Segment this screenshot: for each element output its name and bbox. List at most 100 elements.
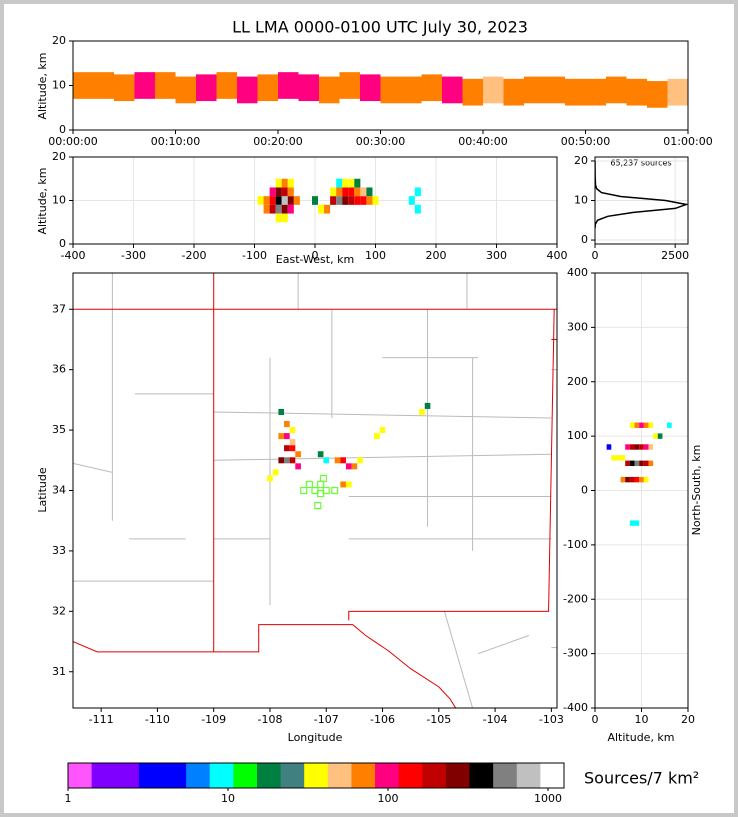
density-cell — [284, 421, 290, 428]
colorbar-swatch — [68, 763, 93, 788]
density-cell — [524, 76, 545, 104]
x-tick-label: -106 — [370, 713, 395, 726]
density-cell — [318, 204, 325, 214]
x-axis-label: Altitude, km — [607, 731, 674, 744]
x-tick-label: -103 — [539, 713, 564, 726]
density-cell — [278, 408, 285, 415]
density-cell — [175, 76, 196, 104]
density-cell — [379, 427, 386, 434]
colorbar-swatch — [280, 763, 305, 788]
county-line — [443, 611, 474, 708]
density-cell — [281, 178, 288, 188]
density-cell — [237, 76, 258, 104]
colorbar-label: Sources/7 km² — [584, 769, 699, 788]
density-cell — [625, 476, 630, 483]
density-cell — [643, 422, 649, 428]
density-cell — [348, 196, 355, 205]
marks — [606, 422, 672, 526]
y-tick-label: -400 — [563, 701, 588, 714]
density-cell — [134, 72, 155, 99]
marks — [257, 178, 421, 223]
x-tick-label: 00:00:00 — [48, 135, 97, 148]
density-cell — [620, 455, 626, 461]
density-cell — [354, 196, 361, 205]
marks — [595, 160, 688, 229]
chart-title: LL LMA 0000-0100 UTC July 30, 2023 — [232, 18, 528, 37]
county-line — [213, 453, 552, 461]
density-cell — [366, 196, 373, 205]
density-cell — [293, 196, 300, 205]
x-tick-label: -107 — [314, 713, 339, 726]
colorbar-swatch — [445, 763, 471, 788]
density-cell — [275, 213, 282, 223]
density-cell — [357, 457, 363, 464]
y-tick-label: 0 — [59, 123, 66, 136]
density-cell — [342, 196, 349, 205]
x-tick-label: 00:20:00 — [253, 135, 302, 148]
density-cell — [319, 76, 340, 104]
density-cell — [639, 444, 644, 450]
y-tick-label: 36 — [52, 363, 66, 376]
density-cell — [257, 196, 264, 205]
y-tick-label: 0 — [581, 484, 588, 497]
density-cell — [342, 187, 349, 197]
state-border — [348, 309, 555, 621]
y-tick-label: 31 — [52, 665, 66, 678]
y-tick-label: 400 — [567, 266, 588, 279]
panel: 0 2500 0 10 20 — [574, 154, 689, 262]
density-cell — [629, 422, 635, 428]
density-cell — [462, 78, 483, 106]
density-cell — [639, 476, 644, 483]
density-cell — [639, 460, 644, 467]
density-cell — [284, 445, 290, 452]
colorbar-swatch — [516, 763, 541, 788]
density-cell — [667, 78, 688, 106]
colorbar-swatch — [256, 763, 282, 788]
x-tick-label: -104 — [483, 713, 508, 726]
density-cell — [366, 187, 373, 197]
x-tick-label: 2500 — [661, 249, 689, 262]
density-cell — [275, 204, 282, 214]
colorbar-swatch — [469, 763, 494, 788]
density-cell — [419, 408, 425, 415]
axes-frame — [72, 40, 689, 131]
panel: -400 -300 -200 -100 0 100 200 300 400 0 10 20 — [52, 150, 568, 262]
y-tick-label: -100 — [563, 538, 588, 551]
y-tick-label: 10 — [574, 194, 588, 207]
panel: -111 -110 -109 -108 -107 -106 -105 -104 -103 31 32… — [52, 272, 564, 726]
station — [317, 489, 325, 498]
density-cell — [281, 213, 288, 223]
density-cell — [634, 422, 640, 428]
x-tick-label: -109 — [201, 713, 226, 726]
density-cell — [442, 76, 463, 104]
density-cell — [354, 178, 361, 188]
density-cell — [340, 481, 346, 488]
density-cell — [284, 433, 290, 440]
density-cell — [342, 178, 349, 188]
density-cell — [339, 72, 360, 99]
density-cell — [287, 204, 294, 214]
county-line — [213, 411, 552, 419]
colorbar-tick-label: 1000 — [534, 792, 562, 805]
density-cell — [380, 76, 401, 104]
density-cell — [289, 445, 296, 452]
x-tick-label: 00:10:00 — [151, 135, 200, 148]
colorbar-swatch — [351, 763, 376, 788]
density-cell — [336, 187, 343, 197]
colorbar-swatch — [398, 763, 423, 788]
marks — [73, 273, 557, 708]
axes-frame — [594, 272, 689, 709]
density-cell — [629, 460, 635, 467]
colorbar-swatch — [115, 763, 140, 788]
station — [314, 502, 322, 510]
density-cell — [289, 427, 296, 434]
density-cell — [374, 433, 380, 440]
density-cell — [289, 457, 296, 464]
x-tick-label: 0 — [592, 249, 599, 262]
colorbar-swatch — [304, 763, 329, 788]
y-tick-label: 20 — [52, 34, 66, 47]
density-cell — [629, 520, 635, 526]
density-cell — [648, 460, 654, 467]
